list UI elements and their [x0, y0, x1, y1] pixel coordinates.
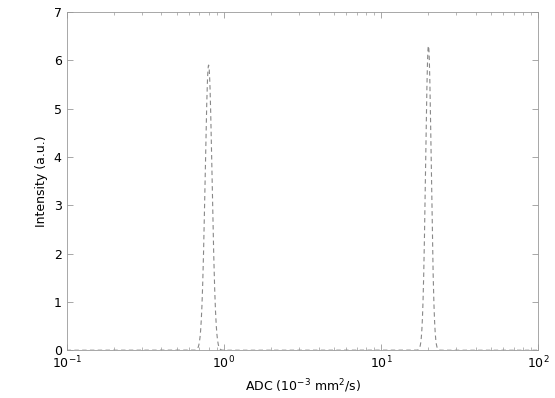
Y-axis label: Intensity (a.u.): Intensity (a.u.)	[35, 135, 48, 227]
X-axis label: ADC (10$^{-3}$ mm$^2$/s): ADC (10$^{-3}$ mm$^2$/s)	[245, 377, 360, 395]
